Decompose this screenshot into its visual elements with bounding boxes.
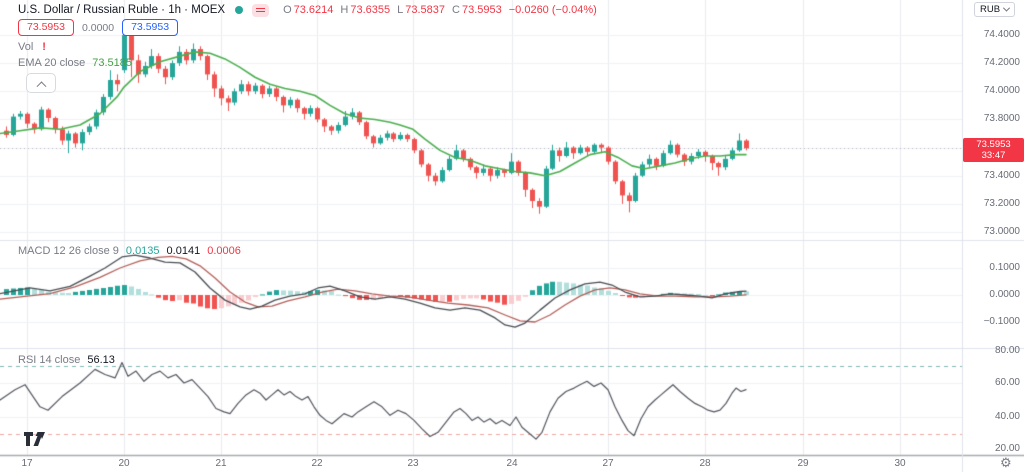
price-axis-label: 73.0000 [983, 226, 1020, 237]
change-value: −0.0260 (−0.04%) [508, 4, 597, 16]
time-axis-label: 29 [797, 458, 809, 469]
price-axis-label: 74.4000 [983, 29, 1020, 40]
price-axis-label: 74.0000 [983, 85, 1020, 96]
macd-axis-label: 0.1000 [989, 262, 1020, 273]
high-value: 73.6355 [350, 4, 391, 16]
ema-value: 73.5185 [92, 57, 133, 69]
bid-button[interactable]: 73.5953 [18, 19, 74, 36]
ask-button[interactable]: 73.5953 [122, 19, 179, 36]
rsi-axis-label: 20.00 [994, 443, 1020, 454]
time-axis-label: 24 [506, 458, 518, 469]
volume-legend[interactable]: Vol ! [18, 41, 46, 53]
tradingview-logo[interactable] [24, 432, 48, 447]
collapse-pane-button[interactable] [26, 73, 56, 93]
chevron-down-icon [1003, 4, 1011, 12]
low-label: L [397, 4, 404, 16]
high-label: H [340, 4, 349, 16]
spread-value: 0.0000 [81, 21, 115, 34]
price-axis-label: 73.4000 [983, 170, 1020, 181]
close-label: C [452, 4, 460, 16]
rsi-label: RSI 14 close [18, 354, 81, 366]
symbol-title[interactable]: U.S. Dollar / Russian Ruble · 1h · MOEX [18, 4, 226, 16]
last-price-value: 73.5953 [976, 139, 1011, 150]
rsi-axis-label: 60.00 [994, 377, 1020, 388]
gear-icon[interactable]: ⚙ [1000, 455, 1012, 470]
time-axis-label: 27 [602, 458, 614, 469]
time-axis-label: 30 [894, 458, 906, 469]
low-value: 73.5837 [405, 4, 446, 16]
macd-axis-label: −0.1000 [983, 316, 1020, 327]
price-axis-label: 74.2000 [983, 57, 1020, 68]
open-label: O [283, 4, 292, 16]
currency-label: RUB [980, 4, 1001, 15]
time-axis-label: 23 [407, 458, 419, 469]
bar-countdown: 33:47 [981, 150, 1006, 161]
time-axis-label: 28 [699, 458, 711, 469]
rsi-axis-label: 80.00 [994, 345, 1020, 356]
ema-label: EMA 20 close [18, 57, 86, 69]
volume-warning-icon[interactable]: ! [42, 41, 46, 53]
price-axis-label: 73.2000 [983, 198, 1020, 209]
volume-label: Vol [18, 41, 34, 53]
rsi-legend[interactable]: RSI 14 close 56.13 [18, 354, 115, 366]
last-price-badge: 73.5953 33:47 [963, 138, 1024, 162]
ema-legend[interactable]: EMA 20 close 73.5185 [18, 57, 132, 69]
market-status-dot-icon[interactable] [235, 6, 244, 14]
list-menu-icon[interactable] [252, 3, 270, 17]
macd-label: MACD 12 26 close 9 [18, 245, 119, 257]
symbol-legend[interactable]: U.S. Dollar / Russian Ruble · 1h · MOEX … [18, 3, 599, 17]
macd-hist-value: 0.0135 [125, 245, 160, 257]
rsi-value: 56.13 [87, 354, 115, 366]
open-value: 73.6214 [293, 4, 334, 16]
macd-legend[interactable]: MACD 12 26 close 9 0.0135 0.0141 0.0006 [18, 245, 241, 257]
time-axis-label: 17 [21, 458, 33, 469]
currency-selector[interactable]: RUB [974, 2, 1016, 17]
price-axis-label: 73.8000 [983, 113, 1020, 124]
macd-axis-label: 0.0000 [989, 289, 1020, 300]
close-value: 73.5953 [461, 4, 502, 16]
macd-signal-value: 0.0006 [207, 245, 241, 257]
ohlc-readout: O 73.6214 H 73.6355 L 73.5837 C 73.5953 … [283, 4, 599, 16]
quote-row: 73.5953 0.0000 73.5953 [18, 19, 179, 36]
time-axis-label: 21 [215, 458, 227, 469]
rsi-axis-label: 40.00 [994, 411, 1020, 422]
time-axis-label: 20 [118, 458, 130, 469]
chevron-up-icon [36, 80, 46, 91]
macd-line-value: 0.0141 [166, 245, 201, 257]
time-axis-label: 22 [311, 458, 323, 469]
